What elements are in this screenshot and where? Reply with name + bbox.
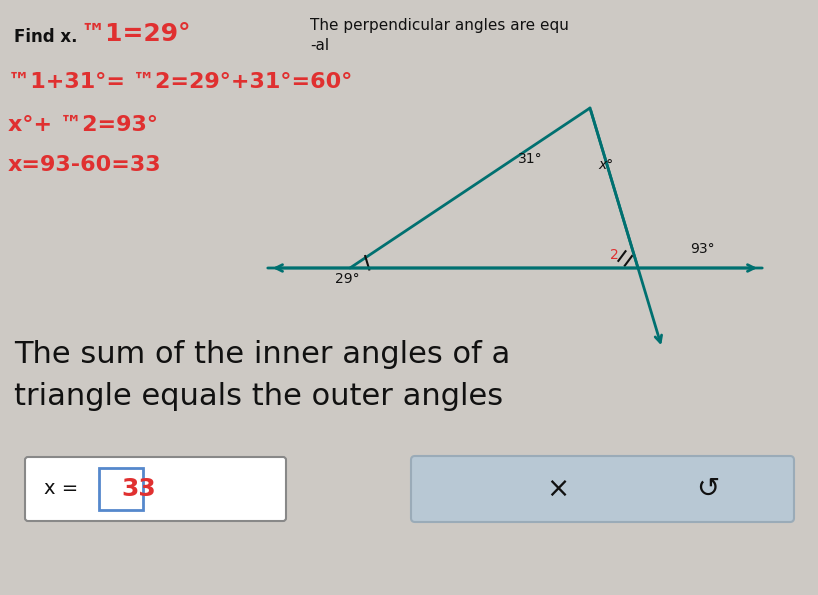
Text: -al: -al (310, 38, 329, 53)
Text: 33: 33 (121, 477, 155, 501)
FancyBboxPatch shape (411, 456, 794, 522)
Text: x =: x = (44, 480, 79, 499)
Text: x°: x° (598, 158, 614, 172)
Text: The perpendicular angles are equ: The perpendicular angles are equ (310, 18, 569, 33)
Text: ×: × (546, 475, 569, 503)
Text: x°+ ™2=93°: x°+ ™2=93° (8, 115, 158, 135)
Text: The sum of the inner angles of a: The sum of the inner angles of a (14, 340, 510, 369)
Text: ↺: ↺ (696, 475, 719, 503)
FancyBboxPatch shape (99, 468, 143, 510)
Text: ™1=29°: ™1=29° (80, 22, 191, 46)
Text: triangle equals the outer angles: triangle equals the outer angles (14, 382, 503, 411)
Text: 2: 2 (610, 248, 618, 262)
Text: x=93-60=33: x=93-60=33 (8, 155, 162, 175)
Text: 93°: 93° (690, 242, 715, 256)
Text: 29°: 29° (335, 272, 360, 286)
Text: 31°: 31° (519, 152, 543, 166)
Text: Find x.: Find x. (14, 28, 78, 46)
Text: ™1+31°= ™2=29°+31°=60°: ™1+31°= ™2=29°+31°=60° (8, 72, 353, 92)
FancyBboxPatch shape (25, 457, 286, 521)
